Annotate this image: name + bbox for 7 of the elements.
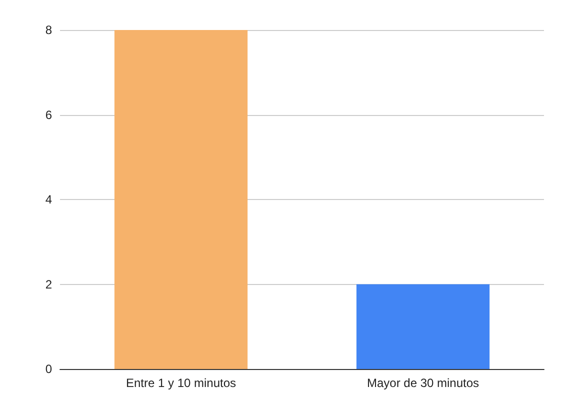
y-tick-label: 2 xyxy=(45,277,52,292)
x-tick-label: Entre 1 y 10 minutos xyxy=(126,376,236,390)
y-tick-label: 8 xyxy=(45,23,52,37)
y-tick-label: 4 xyxy=(45,192,52,206)
y-tick-label: 0 xyxy=(45,362,52,376)
x-tick-label: Mayor de 30 minutos xyxy=(366,376,480,390)
y-tick-label: 6 xyxy=(45,108,52,122)
